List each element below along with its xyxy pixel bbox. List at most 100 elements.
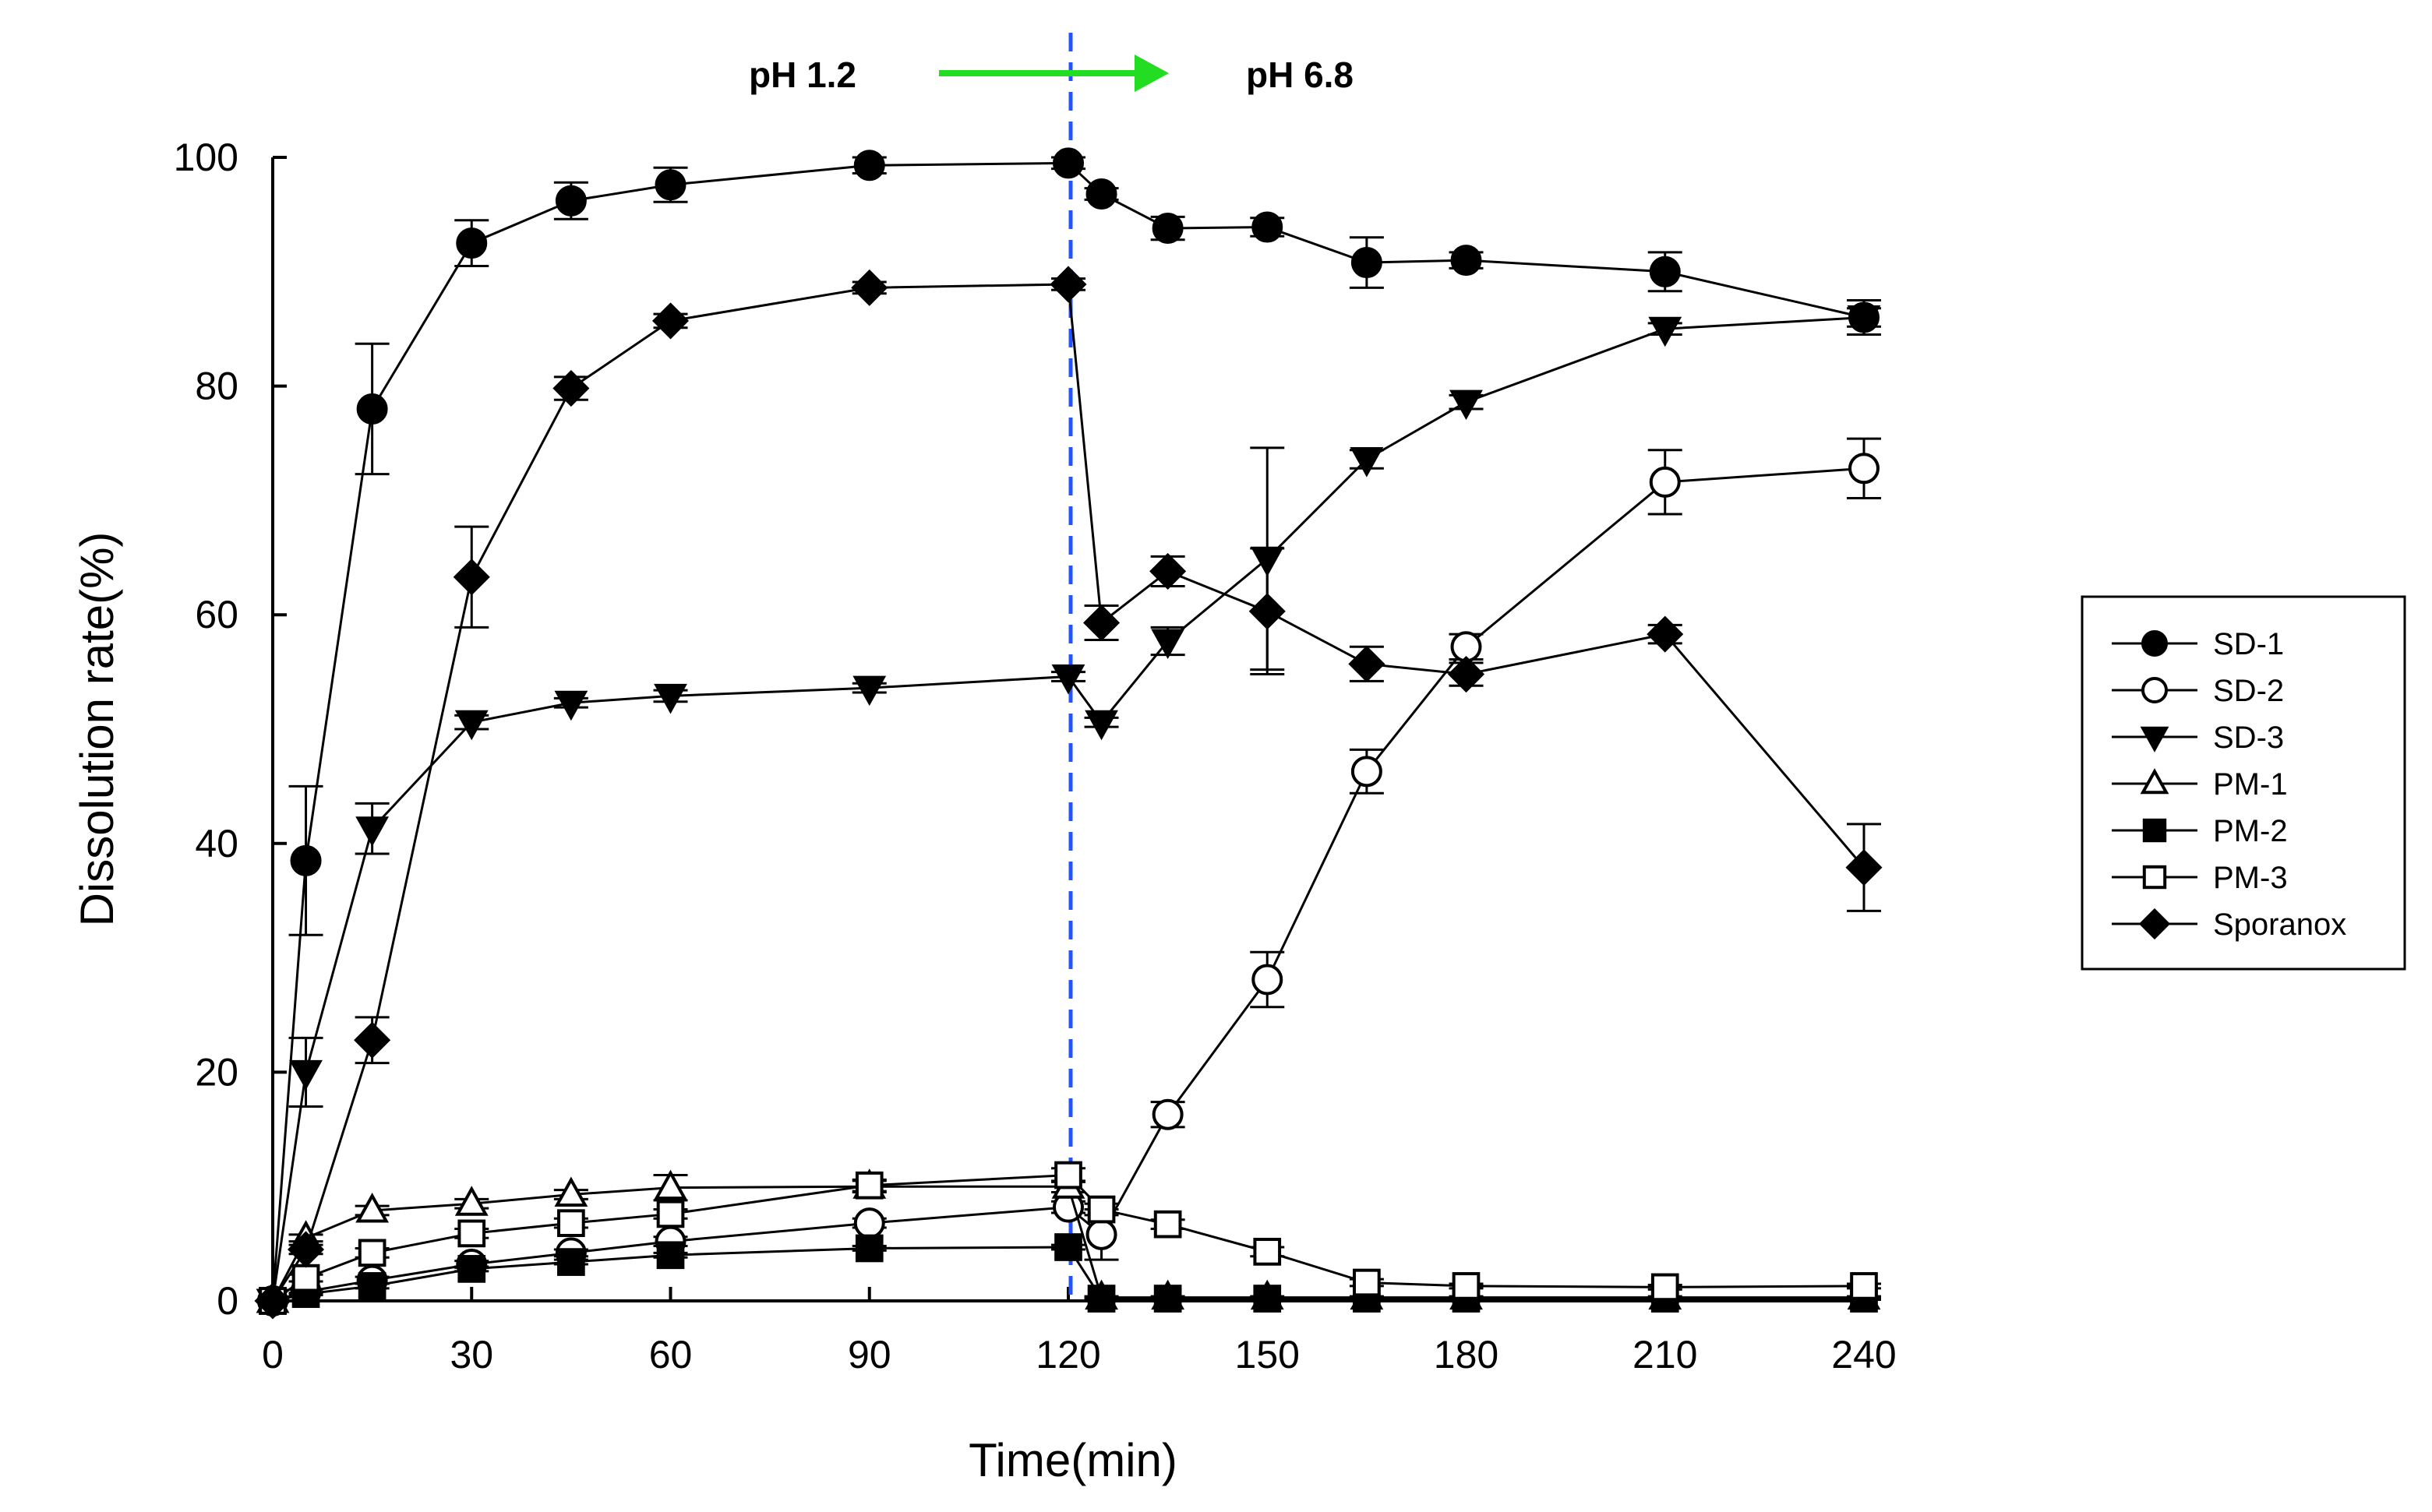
legend-label: SD-1 [2213,627,2284,661]
data-point-sd-3 [1151,629,1185,659]
legend-marker-sd-2 [2141,677,2168,703]
data-point-sporanox [1348,645,1385,682]
legend-item-sd-2: SD-2 [2112,674,2284,708]
x-tick-label: 60 [649,1333,693,1376]
data-point-sporanox [453,559,490,596]
data-point-pm-1 [454,1186,489,1216]
data-point-sd-3 [1449,389,1483,421]
data-point-pm-2 [457,1255,486,1283]
data-point-pm-3 [1087,1195,1116,1224]
data-point-sd-1 [290,844,322,876]
y-tick-label: 100 [174,136,238,179]
data-point-sporanox [1248,593,1286,630]
legend-label: SD-2 [2213,674,2284,708]
x-tick-label: 240 [1831,1333,1896,1376]
data-point-sd-1 [1649,256,1681,287]
legend-marker-pm-2 [2142,818,2167,843]
data-point-sd-1 [1152,213,1184,245]
x-axis-title: Time(min) [969,1434,1177,1486]
data-point-sd-3 [1085,710,1118,741]
data-point-pm-3 [1153,1210,1182,1239]
y-tick-label: 60 [195,593,238,636]
data-point-sd-3 [1847,305,1881,336]
legend-item-pm-3: PM-3 [2112,861,2288,895]
data-point-sd-2 [1350,756,1382,788]
legend-item-sd-1: SD-1 [2112,627,2284,661]
legend-item-pm-2: PM-2 [2112,814,2288,848]
data-point-pm-3 [457,1219,486,1248]
data-point-sd-3 [454,710,489,741]
data-point-pm-3 [358,1239,387,1267]
legend-marker-sd-1 [2141,630,2168,657]
data-point-sporanox [1447,656,1485,693]
legend-label: Sporanox [2213,908,2346,942]
series-line-sporanox [271,283,1865,1302]
legend-marker-sporanox [2138,908,2171,940]
data-point-sd-3 [852,675,887,707]
data-point-pm-1 [355,1193,390,1223]
data-point-sporanox [851,269,888,306]
y-tick-label: 0 [217,1279,238,1323]
legend-marker-pm-1 [2140,768,2169,795]
series [254,147,1883,1320]
series-line-sd-1 [271,161,1865,1302]
data-point-pm-2 [855,1234,884,1263]
legend-marker-pm-3 [2142,865,2167,890]
data-point-sd-3 [1051,664,1085,695]
data-point-pm-2 [1153,1285,1182,1313]
data-point-pm-3 [855,1171,884,1200]
data-point-sd-3 [1350,447,1384,478]
data-point-sd-1 [555,185,587,217]
data-point-sd-2 [853,1207,885,1239]
data-point-pm-1 [554,1176,588,1207]
data-point-pm-1 [654,1169,687,1200]
data-point-sd-1 [853,150,885,182]
ph-right-label: pH 6.8 [1246,55,1354,95]
y-tick-label: 40 [195,822,238,865]
data-point-sporanox [288,1231,325,1268]
data-point-pm-2 [1253,1285,1282,1313]
data-point-pm-3 [1253,1238,1282,1266]
data-point-sporanox [1050,266,1087,303]
data-point-sd-1 [1085,178,1117,210]
data-point-pm-2 [557,1248,585,1276]
data-point-pm-3 [1650,1273,1679,1302]
ticks: 0 30 60 90 120 150 180 210 240 0 20 40 60 80 100 [174,136,1897,1376]
data-point-sd-1 [655,169,687,201]
legend-item-sporanox: Sporanox [2112,908,2346,942]
legend-marker-sd-3 [2140,726,2169,752]
ph-arrow-head [1135,55,1169,92]
data-point-sd-1 [1450,245,1482,277]
data-point-sporanox [254,1282,291,1320]
x-tick-label: 30 [450,1333,493,1376]
legend-item-pm-1: PM-1 [2112,767,2288,802]
x-tick-label: 210 [1633,1333,1697,1376]
x-tick-label: 150 [1235,1333,1300,1376]
data-point-sd-3 [554,690,588,721]
data-point-pm-3 [1353,1268,1381,1297]
data-point-sd-1 [1251,211,1283,243]
data-point-sd-3 [289,1059,323,1091]
legend-label: PM-2 [2213,814,2288,848]
series-line-sd-3 [271,316,1865,1302]
x-tick-label: 0 [262,1333,284,1376]
data-point-pm-3 [1452,1272,1481,1300]
data-point-sd-3 [355,816,390,847]
y-axis-title: Dissolution rate(%) [71,532,123,927]
data-point-sd-3 [654,683,687,714]
data-point-sporanox [552,370,590,407]
data-point-pm-3 [1850,1272,1878,1300]
data-point-sporanox [1149,552,1187,590]
data-point-sporanox [1647,615,1684,653]
legend-label: PM-1 [2213,767,2288,802]
data-point-sporanox [651,302,690,340]
data-point-sd-2 [1649,466,1681,498]
axes [271,157,1864,1302]
x-tick-label: 180 [1434,1333,1498,1376]
data-point-sporanox [1845,849,1883,886]
data-point-sporanox [354,1021,391,1059]
data-point-sd-1 [456,227,488,259]
data-point-pm-2 [1054,1233,1082,1261]
legend-item-sd-3: SD-3 [2112,721,2284,755]
